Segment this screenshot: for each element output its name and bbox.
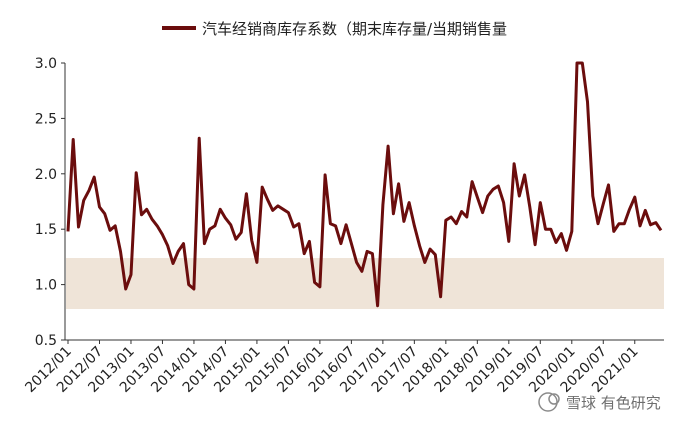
- reference-band: [66, 258, 664, 309]
- y-tick-label: 1.5: [35, 222, 57, 238]
- y-tick-label: 2.5: [35, 111, 57, 127]
- legend-label: 汽车经销商库存系数（期末库存量/当期销售量: [202, 20, 507, 38]
- y-tick-label: 1.0: [35, 278, 57, 294]
- y-tick-label: 3.0: [35, 56, 57, 72]
- y-tick-label: 0.5: [35, 333, 57, 349]
- y-ticks: 0.5 1.0 1.5 2.0 2.5 3.0: [35, 56, 65, 349]
- series-line: [66, 61, 663, 308]
- legend: 汽车经销商库存系数（期末库存量/当期销售量: [162, 20, 507, 38]
- y-tick-label: 2.0: [35, 167, 57, 183]
- x-ticks: 2012/012012/072013/012013/072014/012014/…: [22, 340, 642, 396]
- watermark-text: 雪球 有色研究: [566, 394, 661, 412]
- watermark: 雪球 有色研究: [538, 392, 661, 412]
- snowball-logo-icon: [538, 392, 560, 412]
